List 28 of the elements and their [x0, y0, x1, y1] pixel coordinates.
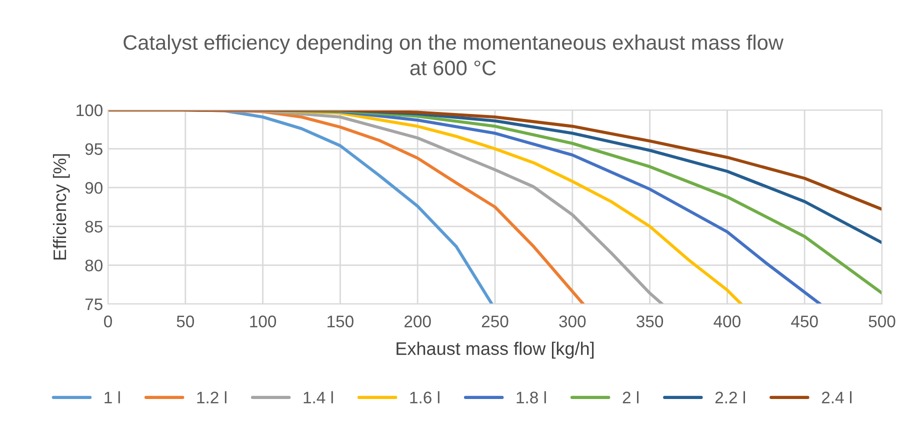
y-tick-label: 75	[85, 298, 102, 310]
legend-label: 1.8 l	[516, 391, 546, 404]
legend-label: 2 l	[622, 391, 638, 404]
x-axis-title: Exhaust mass flow [kg/h]	[396, 342, 594, 359]
x-tick-label: 50	[176, 316, 194, 328]
y-tick-label: 95	[85, 143, 102, 156]
legend-label: 2.4 l	[822, 391, 852, 404]
x-tick-label: 150	[328, 316, 354, 328]
x-tick-label: 450	[791, 316, 818, 328]
x-tick-label: 100	[250, 316, 276, 328]
legend-label: 1.6 l	[410, 391, 440, 404]
legend-label: 2.2 l	[715, 391, 745, 404]
x-tick-label: 0	[104, 316, 112, 328]
y-axis-title: Efficiency [%]	[52, 154, 70, 260]
x-tick-label: 500	[868, 316, 896, 328]
x-tick-label: 300	[559, 316, 586, 328]
y-tick-label: 85	[85, 220, 102, 233]
legend-label: 1.4 l	[304, 391, 333, 404]
legend-label: 1 l	[104, 391, 120, 404]
x-tick-label: 250	[482, 316, 508, 328]
x-tick-label: 200	[404, 316, 431, 328]
y-tick-label: 100	[76, 104, 102, 116]
chart-title: Catalyst efficiency depending on the momentaneous exhaust mass flow at 600 °C	[124, 34, 784, 76]
y-tick-label: 80	[85, 260, 102, 272]
x-tick-label: 350	[636, 316, 664, 328]
y-tick-label: 90	[85, 182, 102, 194]
x-tick-label: 400	[714, 316, 740, 328]
legend-label: 1.2 l	[197, 391, 226, 404]
